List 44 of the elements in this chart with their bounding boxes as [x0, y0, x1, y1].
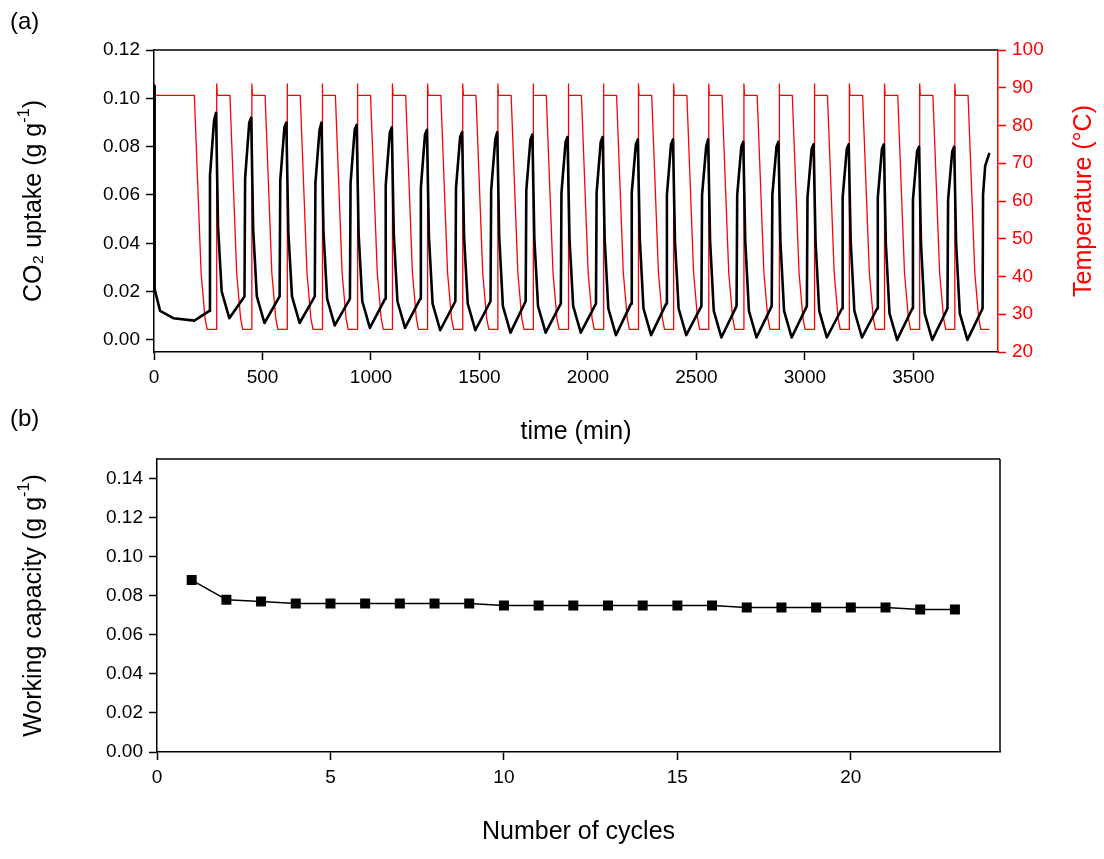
y-tick-label: 0.12	[106, 505, 143, 527]
y2-tick-label: 100	[1012, 38, 1044, 60]
y-tick-label: 0.02	[106, 701, 143, 723]
x-tick-label: 5	[325, 765, 336, 787]
y2-tick-label: 60	[1012, 189, 1034, 211]
y2-tick-label: 40	[1012, 264, 1034, 286]
y-tick-label: 0.08	[103, 134, 140, 156]
y2-tick-label: 90	[1012, 75, 1034, 97]
y2-tick-label: 70	[1012, 151, 1034, 173]
y2-axis-title: Temperature (°C)	[1067, 105, 1096, 297]
y-tick-label: 0.10	[103, 86, 140, 108]
x-tick-label: 2500	[675, 365, 718, 387]
y-tick-label: 0.04	[106, 662, 144, 684]
y-tick-label: 0.00	[106, 740, 143, 762]
x-tick-label: 500	[246, 365, 279, 387]
x-axis-title: Number of cycles	[481, 815, 676, 844]
x-tick-label: 3500	[892, 365, 935, 387]
y-tick-label: 0.14	[106, 466, 144, 488]
y-axis-title: Working capacity (g g-1)	[13, 474, 46, 737]
x-axis-title: time (min)	[520, 415, 632, 444]
x-tick-label: 2000	[566, 365, 610, 387]
y-tick-label: 0.06	[103, 183, 140, 205]
y2-tick-label: 30	[1012, 302, 1034, 324]
x-tick-label: 10	[493, 765, 515, 787]
x-tick-label: 3000	[783, 365, 827, 387]
chart-title: (a)	[10, 6, 40, 34]
x-tick-label: 1500	[458, 365, 501, 387]
y-tick-label: 0.02	[103, 279, 140, 301]
x-tick-label: 1000	[349, 365, 393, 387]
y2-tick-label: 50	[1012, 226, 1034, 248]
x-tick-label: 0	[151, 765, 163, 787]
y-tick-label: 0.10	[106, 544, 143, 566]
chart-title: (b)	[10, 403, 40, 431]
x-tick-label: 0	[148, 365, 160, 387]
y-tick-label: 0.00	[103, 328, 140, 350]
y2-tick-label: 80	[1012, 113, 1034, 135]
y-tick-label: 0.06	[106, 623, 143, 645]
y2-tick-label: 20	[1012, 340, 1034, 362]
x-tick-label: 15	[666, 765, 688, 787]
y-tick-label: 0.12	[103, 38, 140, 60]
x-tick-label: 20	[840, 765, 862, 787]
y-axis-title: CO₂ uptake (g g-1)	[13, 99, 46, 302]
y-tick-label: 0.04	[103, 231, 141, 253]
y-tick-label: 0.08	[106, 583, 143, 605]
